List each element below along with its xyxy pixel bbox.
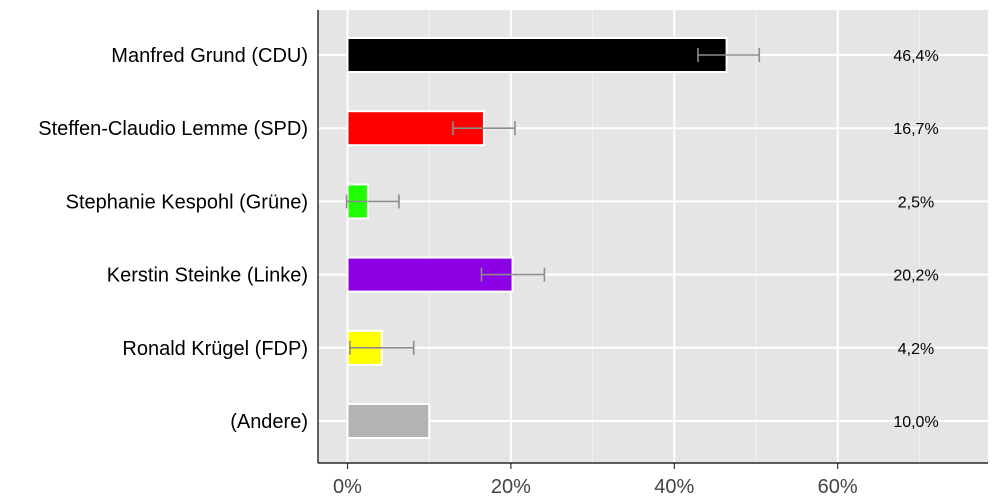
plot-background [318,10,988,463]
bar [346,37,728,73]
minor-grid [428,10,920,463]
bar [346,403,431,439]
value-label: 2,5% [898,194,934,211]
error-bar [349,340,415,355]
value-label: 10,0% [893,414,938,431]
category-label: Stephanie Kespohl (Grüne) [66,191,308,213]
error-bar [345,194,400,209]
value-label: 16,7% [893,121,938,138]
error-bar [452,121,516,136]
error-bar [697,48,761,62]
category-label: Kerstin Steinke (Linke) [107,265,308,287]
x-tick-label: 20% [491,476,531,498]
x-axis-ticks: 0% 20% 40% 60% [333,463,858,498]
category-label: Steffen-Claudio Lemme (SPD) [38,118,308,140]
x-tick-label: 60% [818,476,858,498]
error-bars [345,48,761,355]
value-label: 46,4% [893,48,938,65]
value-labels: 46,4% 16,7% 2,5% 20,2% 4,2% 10,0% [893,48,938,431]
category-labels: Manfred Grund (CDU) Steffen-Claudio Lemme… [38,45,308,433]
value-label: 20,2% [893,268,938,285]
value-label: 4,2% [898,341,934,358]
category-label: (Andere) [230,411,308,433]
category-label: Ronald Krügel (FDP) [122,338,308,360]
x-tick-label: 40% [654,476,694,498]
x-tick-label: 0% [333,476,362,498]
category-label: Manfred Grund (CDU) [111,45,308,67]
error-bar [480,267,546,282]
